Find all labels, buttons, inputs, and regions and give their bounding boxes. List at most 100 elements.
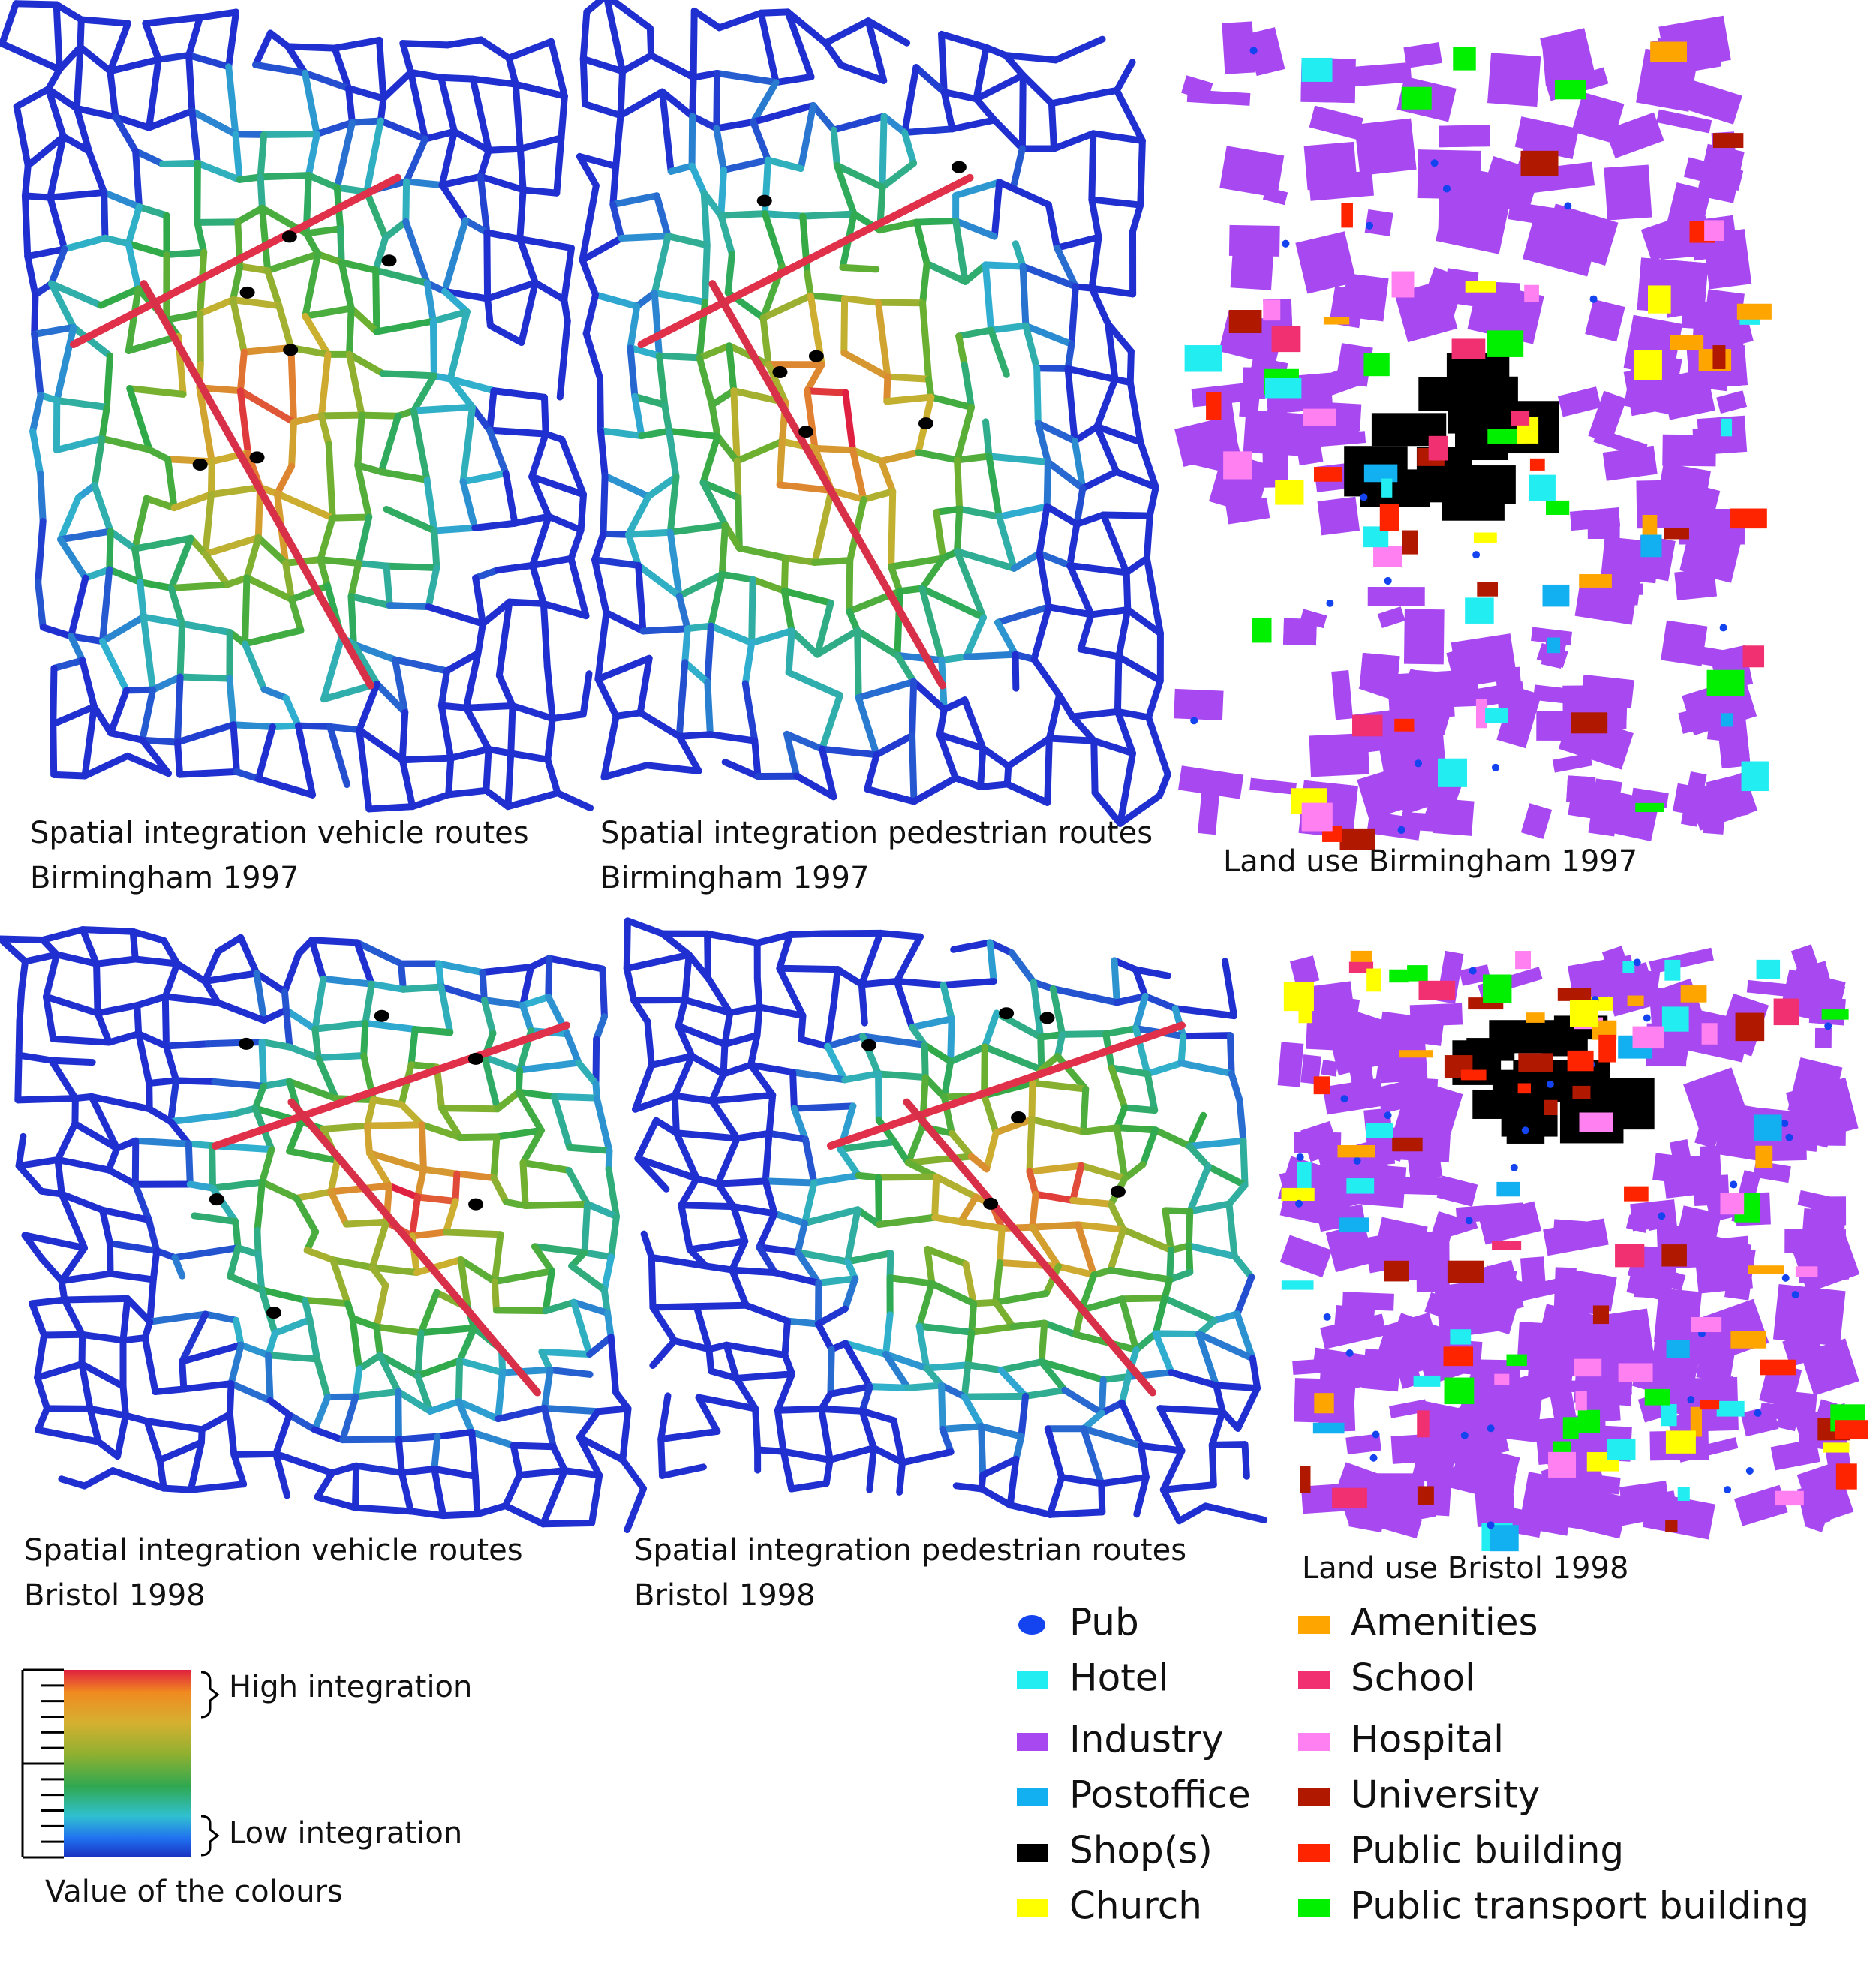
street	[1099, 511, 1130, 576]
street	[483, 745, 492, 794]
street	[167, 1077, 180, 1126]
land-use-site	[1379, 504, 1399, 531]
building	[1309, 732, 1370, 777]
street	[1117, 750, 1136, 827]
street	[214, 999, 268, 1024]
street	[896, 585, 926, 595]
pub	[1469, 967, 1477, 975]
street	[732, 1370, 796, 1382]
junction-dot	[1110, 1185, 1126, 1198]
street	[495, 1369, 507, 1423]
street	[425, 603, 486, 627]
street	[445, 754, 455, 799]
street	[119, 1382, 129, 1419]
street	[311, 1394, 332, 1433]
street	[1111, 957, 1120, 1006]
street	[644, 1018, 655, 1069]
street	[837, 62, 888, 84]
street	[35, 579, 47, 631]
street	[512, 80, 568, 100]
street	[372, 233, 389, 274]
street	[827, 1383, 873, 1397]
street	[693, 1174, 722, 1187]
street	[48, 1057, 96, 1066]
street	[888, 555, 947, 570]
junction-dot	[381, 254, 397, 267]
street	[757, 8, 792, 17]
street	[230, 721, 276, 731]
street	[354, 462, 385, 476]
street	[893, 977, 915, 1031]
land-use-site	[1670, 335, 1704, 350]
street	[741, 639, 756, 687]
land-use-site	[1339, 828, 1375, 850]
street	[747, 1061, 777, 1099]
street	[858, 929, 884, 988]
street	[1117, 792, 1163, 827]
street	[338, 259, 355, 312]
building	[1787, 1057, 1843, 1120]
street	[373, 1323, 384, 1359]
street	[398, 708, 409, 764]
main-street	[903, 1098, 1156, 1397]
street	[1208, 1441, 1217, 1489]
junction-dot	[239, 1037, 254, 1050]
street	[623, 964, 638, 1004]
street	[947, 1015, 955, 1066]
street	[483, 786, 512, 811]
junction-dot	[209, 1193, 224, 1206]
street	[507, 750, 552, 763]
street	[161, 960, 181, 1000]
street	[317, 411, 365, 420]
street	[229, 263, 244, 304]
land-use-site	[1661, 1404, 1677, 1427]
street	[31, 330, 44, 399]
street	[98, 1206, 113, 1247]
street	[754, 1446, 787, 1455]
street	[659, 1463, 707, 1479]
street	[186, 1180, 217, 1192]
street	[317, 556, 332, 590]
street	[1054, 233, 1102, 251]
building	[1403, 609, 1445, 665]
street	[1240, 1137, 1249, 1189]
street	[374, 680, 409, 716]
street	[493, 1126, 545, 1141]
street	[981, 1092, 1000, 1136]
street	[689, 113, 720, 132]
street	[1071, 437, 1087, 492]
street	[1132, 1330, 1159, 1354]
street	[774, 1370, 796, 1414]
street	[645, 473, 680, 500]
street	[928, 1280, 978, 1307]
street	[495, 561, 537, 573]
street	[303, 1228, 320, 1254]
land-use-site	[1704, 220, 1724, 241]
street	[1069, 1162, 1085, 1204]
street	[363, 117, 384, 196]
street	[879, 160, 918, 191]
street	[1143, 555, 1164, 637]
street	[1045, 603, 1095, 618]
street	[704, 622, 714, 686]
street	[1044, 1425, 1066, 1481]
street	[516, 236, 539, 287]
street	[185, 51, 196, 115]
street	[510, 1442, 523, 1478]
main-street	[708, 280, 946, 690]
street	[311, 975, 327, 1033]
street	[919, 260, 930, 307]
street	[287, 344, 297, 426]
street	[451, 128, 492, 154]
street	[844, 1206, 861, 1265]
street	[657, 1392, 672, 1443]
land-use-site	[1300, 1466, 1311, 1493]
street	[904, 1153, 975, 1166]
street	[434, 960, 486, 976]
building	[1374, 1217, 1428, 1263]
street	[666, 521, 729, 536]
street	[53, 1, 85, 23]
street	[73, 104, 93, 155]
street	[1037, 1033, 1045, 1073]
street	[567, 555, 590, 620]
